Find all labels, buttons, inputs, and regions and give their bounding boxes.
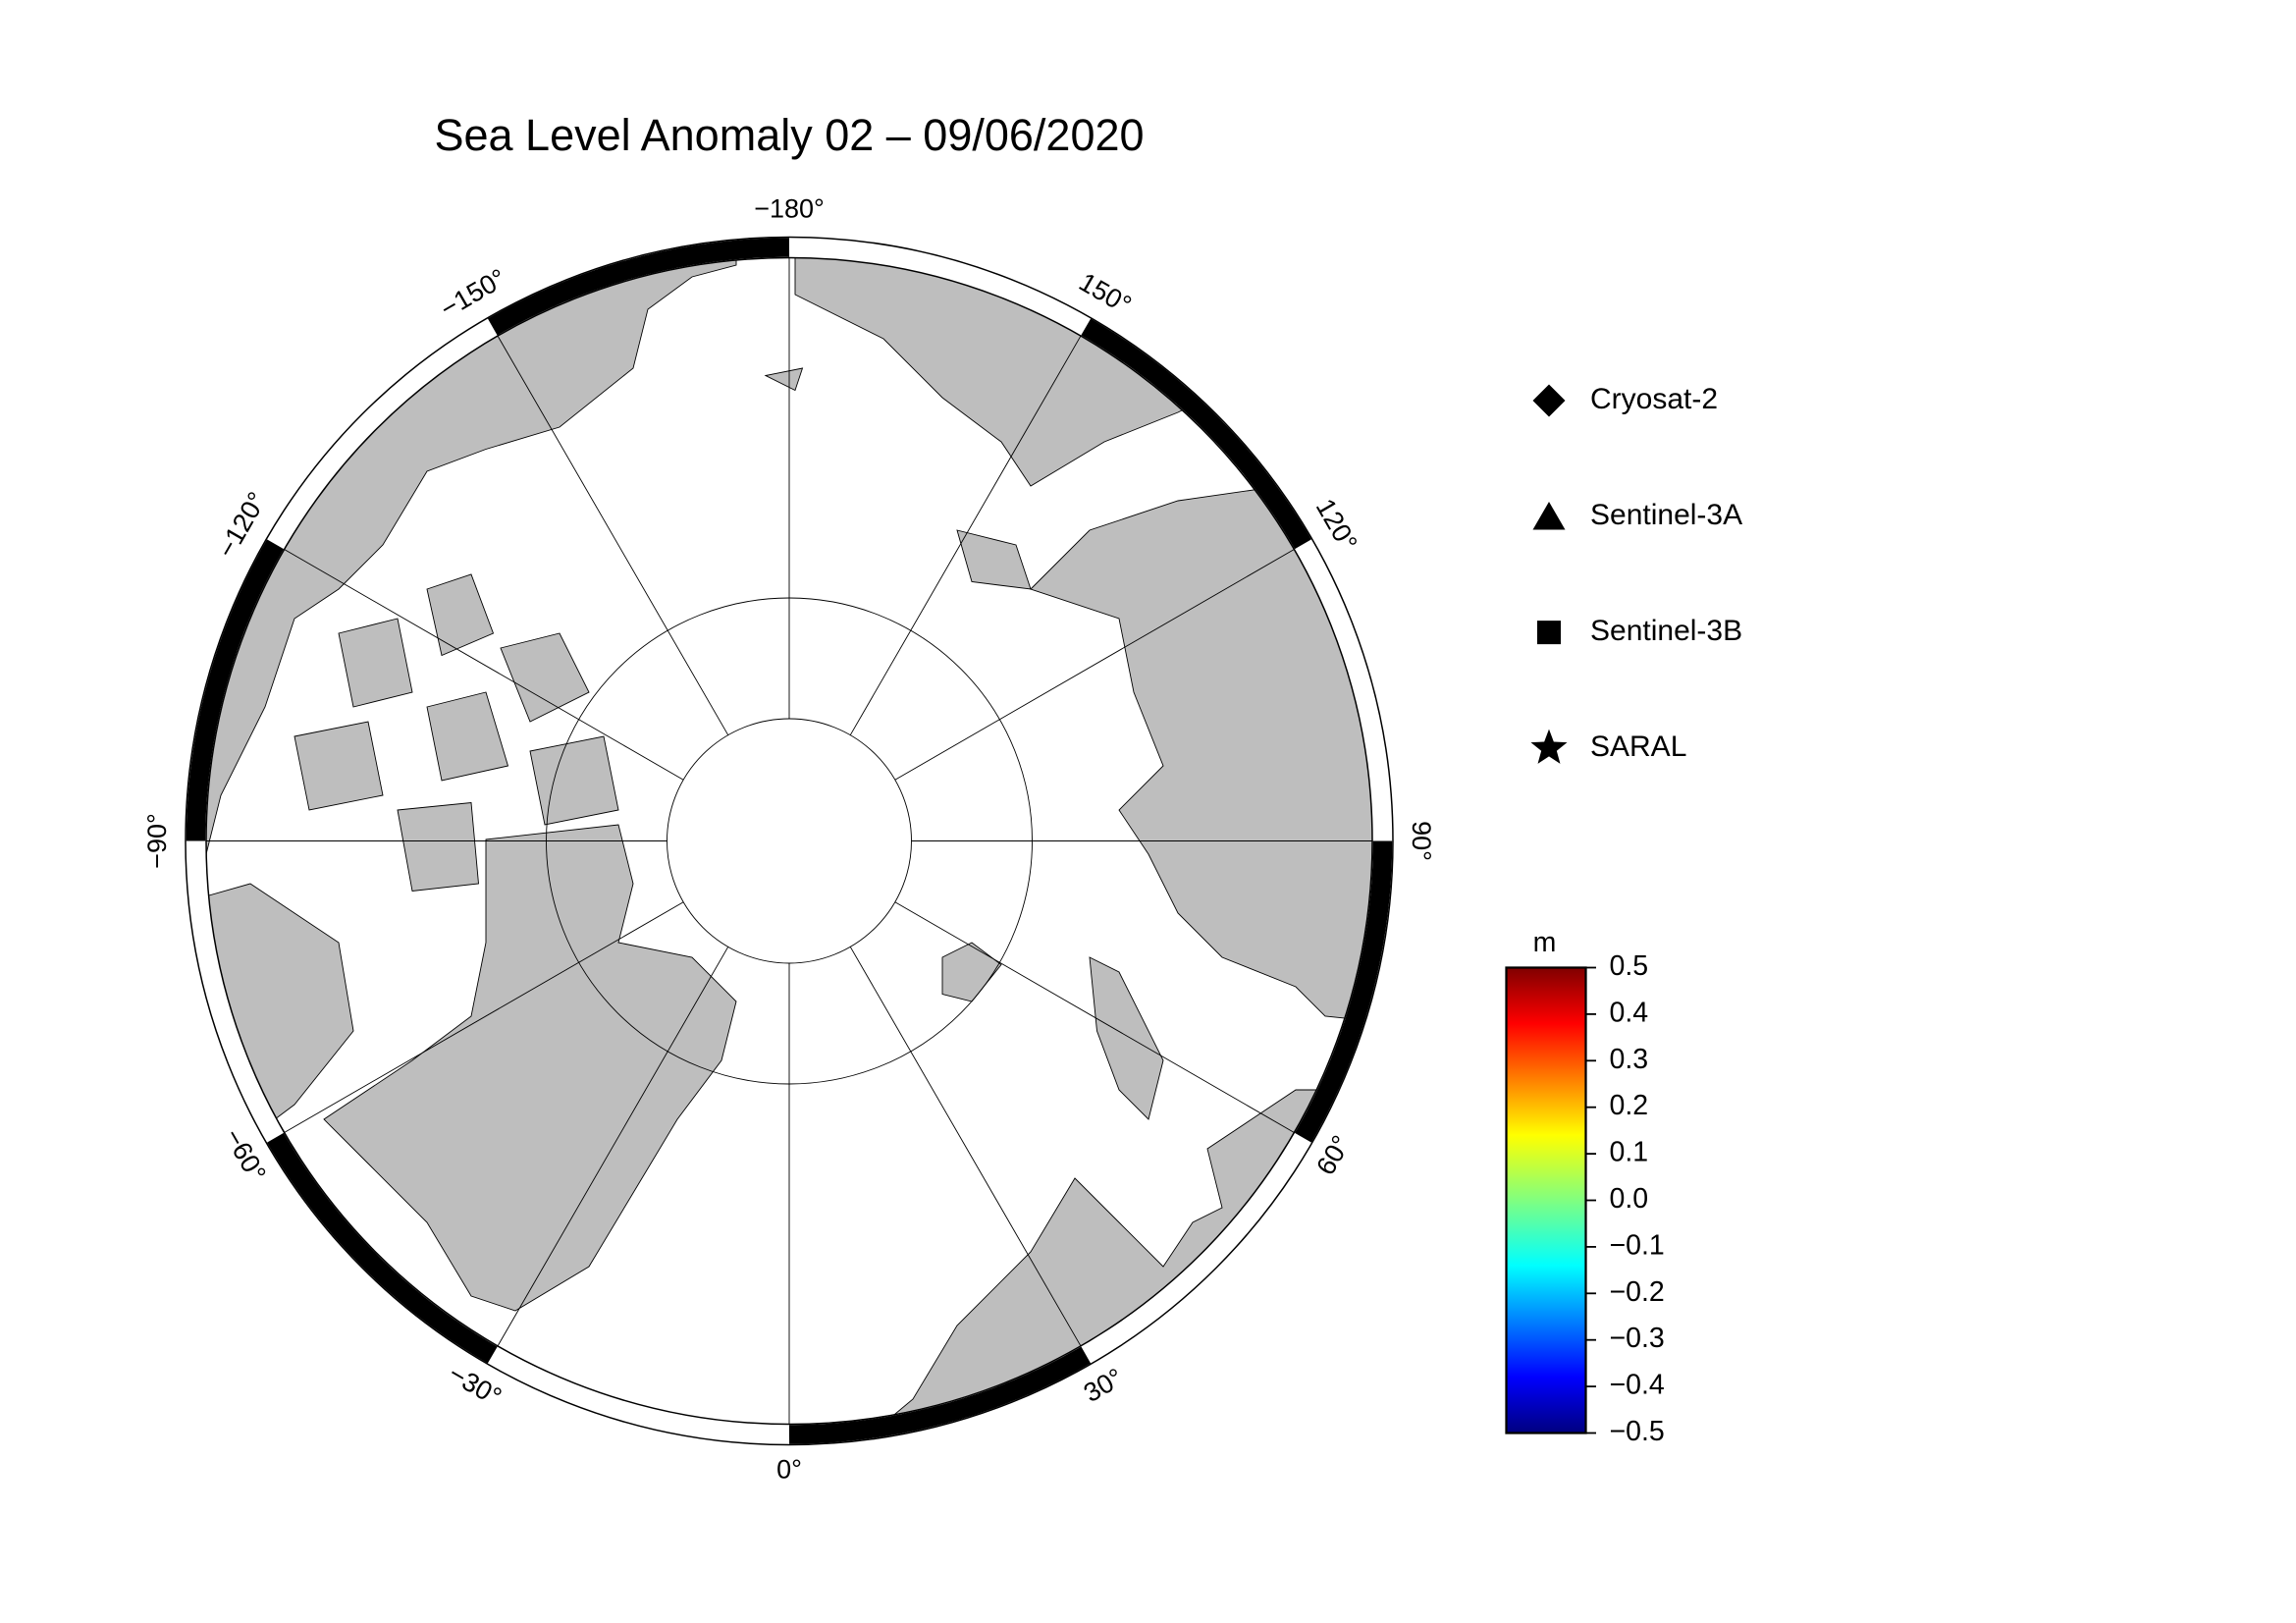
longitude-label: −30° [444,1359,507,1412]
longitude-label: 120° [1310,494,1363,556]
longitude-label: 60° [1310,1130,1356,1179]
legend-marker [1532,502,1566,530]
meridian [849,335,1082,735]
colorbar-tick-label: −0.2 [1610,1276,1665,1308]
colorbar-tick-label: −0.3 [1610,1323,1665,1354]
meridian [894,549,1295,781]
legend-label: SARAL [1590,730,1686,763]
longitude-label: 90° [1407,821,1436,861]
land [206,883,354,1150]
legend-marker [1537,621,1561,645]
frame-band [267,1132,498,1364]
longitude-label: −90° [142,813,172,869]
colorbar-tick-label: 0.0 [1610,1183,1649,1215]
longitude-label: 150° [1074,267,1136,320]
graticule [206,257,1372,1425]
colorbar-tick-label: 0.5 [1610,950,1649,982]
frame-band [186,539,284,841]
colorbar-label: m [1533,927,1557,958]
colorbar-tick-label: 0.4 [1610,997,1649,1028]
longitude-label: 0° [776,1455,802,1485]
frame-band [1295,840,1393,1143]
figure-content: Sea Level Anomaly 02 – 09/06/2020 −180° −… [142,110,1742,1485]
legend-marker [1532,384,1566,417]
map-frame [185,236,1394,1446]
frame-band [1081,318,1311,550]
colorbar-gradient [1505,966,1587,1434]
meridian [284,901,684,1133]
map-body [206,257,1372,1425]
colorbar: m 0.5 0.4 0.3 0.2 0.1 0.0 −0.1 −0.2 −0.3 −0.4 −0.5 [1505,927,1665,1447]
legend-label: Sentinel-3B [1590,615,1742,647]
legend: Cryosat-2 Sentinel-3A Sentinel-3B SARAL [1530,383,1742,764]
colorbar-tick-label: −0.5 [1610,1416,1665,1447]
colorbar-tick-label: −0.4 [1610,1370,1665,1401]
land [323,824,737,1312]
longitude-label: −60° [218,1124,271,1187]
longitude-label: −180° [754,194,825,224]
colorbar-tick-label: 0.1 [1610,1137,1649,1168]
legend-label: Sentinel-3A [1590,499,1742,531]
frame-band [788,1346,1092,1444]
map-title: Sea Level Anomaly 02 – 09/06/2020 [434,110,1144,160]
meridian [849,947,1082,1347]
frame-band [487,238,790,336]
meridian [497,947,729,1347]
longitude-label: 30° [1079,1363,1128,1408]
frame-inner [205,256,1373,1426]
legend-marker [1530,729,1568,764]
legend-label: Cryosat-2 [1590,383,1718,415]
meridian [894,901,1295,1133]
meridian [284,549,684,781]
meridian [497,335,729,735]
frame-outer [185,236,1394,1446]
colorbar-tick-label: 0.2 [1610,1090,1649,1121]
colorbar-tick-label: 0.3 [1610,1044,1649,1075]
colorbar-tick-label: −0.1 [1610,1229,1665,1261]
